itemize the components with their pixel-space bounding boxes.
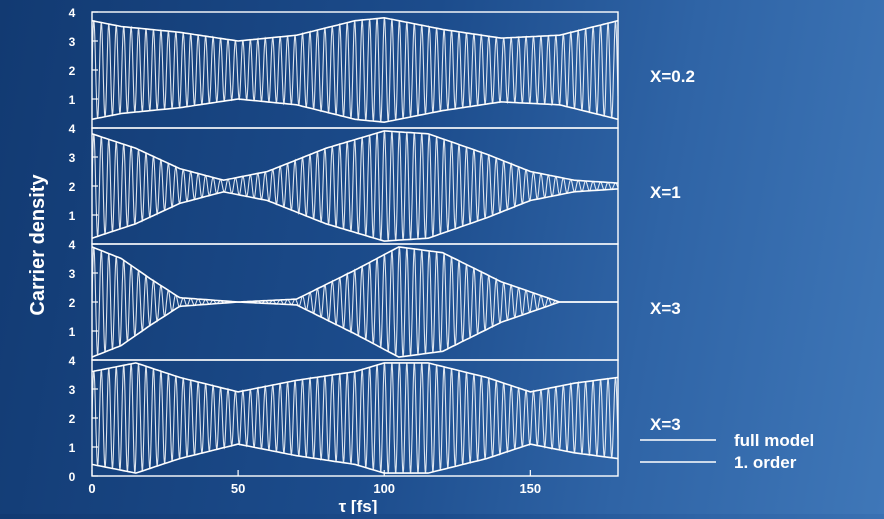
series-trace-panel-2 — [91, 130, 619, 242]
y-tick-label: 3 — [69, 35, 76, 49]
envelope-upper — [91, 130, 619, 184]
y-tick-label: 1 — [69, 441, 76, 455]
panel-label-4: X=3 — [650, 415, 681, 434]
envelope-lower — [91, 98, 619, 124]
y-tick-label: 4 — [69, 238, 76, 252]
legend-label-full-model: full model — [734, 431, 814, 450]
oscillation-line — [91, 17, 619, 122]
y-tick-label: 3 — [69, 383, 76, 397]
series-trace-panel-1 — [91, 16, 619, 124]
panel-label-3: X=3 — [650, 299, 681, 318]
envelope-lower — [91, 443, 619, 474]
y-tick-label: 3 — [69, 151, 76, 165]
y-tick-label: 2 — [69, 296, 76, 310]
oscillation-line — [91, 130, 619, 241]
x-tick-label: 0 — [88, 481, 95, 496]
x-axis-label: τ [fs] — [339, 497, 378, 514]
envelope-lower — [91, 188, 619, 242]
x-tick-label: 50 — [231, 481, 245, 496]
y-tick-label: 2 — [69, 64, 76, 78]
y-tick-label: 0 — [69, 470, 76, 484]
panel-label-2: X=1 — [650, 183, 681, 202]
oscillation-line — [91, 362, 619, 474]
y-tick-label: 4 — [69, 354, 76, 368]
y-tick-label: 1 — [69, 93, 76, 107]
y-tick-label: 4 — [69, 6, 76, 20]
y-tick-label: 1 — [69, 325, 76, 339]
legend: full model 1. order — [640, 431, 814, 472]
x-tick-label: 100 — [373, 481, 395, 496]
panel-label-1: X=0.2 — [650, 67, 695, 86]
oscillation-line — [91, 246, 618, 357]
y-tick-label: 2 — [69, 412, 76, 426]
y-tick-label: 3 — [69, 267, 76, 281]
envelope-upper — [91, 362, 619, 393]
y-tick-label: 4 — [69, 122, 76, 136]
x-tick-label: 150 — [519, 481, 541, 496]
envelope-lower — [91, 301, 618, 358]
y-axis-label: Carrier density — [27, 174, 49, 316]
series-trace-panel-4 — [91, 362, 619, 474]
series-trace-panel-3 — [91, 246, 618, 358]
envelope-upper — [91, 16, 619, 42]
legend-label-first-order: 1. order — [734, 453, 797, 472]
envelope-upper — [91, 246, 618, 303]
y-tick-label: 2 — [69, 180, 76, 194]
y-tick-label: 1 — [69, 209, 76, 223]
